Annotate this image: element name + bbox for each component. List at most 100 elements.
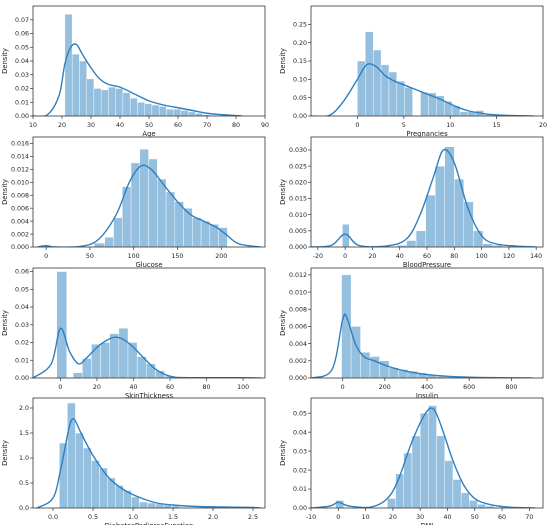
chart-3: 0 50 100 150 200 0.000 0.002 0.004 0.006 0.008 0.0…	[1, 136, 266, 269]
chart-8-ytick-label-6: 0.05	[293, 410, 307, 417]
chart-5-ytick-label-3: 0.02	[15, 340, 29, 347]
chart-1-xtick-label-1: 10	[29, 122, 37, 129]
chart-3-ytick-label-7: 0.012	[11, 167, 29, 174]
chart-3-ylabel: Density	[1, 179, 9, 205]
chart-4-xtick-label-8: 120	[503, 253, 515, 260]
chart-8-ytick-label-4: 0.03	[293, 448, 307, 455]
chart-7-frame	[32, 397, 266, 509]
chart-8-bar-14	[485, 505, 495, 508]
chart-2-xtick-label-2: 5	[402, 122, 406, 129]
chart-7-bar-12	[147, 502, 156, 508]
chart-1-ytick-label-7: 0.06	[15, 31, 29, 38]
chart-8-frame	[310, 397, 544, 509]
chart-8-ytick-label-1: 0.00	[293, 505, 307, 512]
chart-1-xtick-label-3: 30	[87, 122, 95, 129]
chart-4-bar-4	[406, 240, 417, 247]
chart-4-bar-5	[415, 230, 426, 247]
chart-1-marks	[33, 14, 242, 116]
chart-4-bar-11	[473, 230, 484, 247]
chart-6-ytick-label-5: 0.008	[289, 306, 307, 313]
chart-2-bar-7	[404, 87, 413, 116]
chart-3-xtick-label-3: 100	[128, 253, 140, 260]
chart-8-xtick-label-3: 10	[362, 514, 370, 521]
chart-2-marks	[311, 31, 534, 116]
chart-4-ylabel: Density	[279, 179, 287, 205]
chart-4-bar-13	[492, 245, 503, 247]
chart-3-frame	[32, 136, 266, 248]
chart-5-xlabel: SkinThickness	[125, 392, 173, 400]
chart-4-bar-6	[425, 195, 436, 247]
chart-3-ytick-label-6: 0.010	[11, 179, 29, 186]
chart-8-bar-7	[428, 405, 437, 508]
chart-1-bar-4	[86, 78, 95, 116]
chart-3-bar-10	[165, 191, 176, 247]
chart-8-xtick-label-9: 70	[525, 514, 533, 521]
chart-2-ytick-label-5: 0.20	[293, 40, 307, 47]
chart-6-marks	[311, 274, 533, 378]
chart-7-xtick-label-6: 2.5	[248, 514, 258, 521]
chart-5-bar-8	[127, 342, 138, 378]
chart-8-bar-6	[419, 412, 429, 508]
chart-3-ytick-label-9: 0.016	[11, 141, 29, 148]
chart-7-bar-3	[75, 432, 84, 508]
chart-7-bar-4	[83, 447, 92, 508]
chart-5-xtick-label-1: 0	[58, 384, 62, 391]
chart-5-xtick-label-5: 80	[203, 384, 211, 391]
chart-7-ylabel: Density	[1, 440, 9, 466]
chart-6-xtick-label-4: 600	[463, 384, 475, 391]
chart-7: 0.0 0.5 1.0 1.5 2.0 2.5 0.0 0.5 1.0 1.5 2.0 Diabete…	[1, 397, 266, 525]
chart-2-xtick-label-1: 0	[355, 122, 359, 129]
chart-1-ytick-label-8: 0.07	[15, 17, 29, 24]
chart-2-bar-3	[372, 49, 382, 116]
chart-3-kde-line	[37, 164, 261, 247]
chart-4-xtick-label-2: 0	[343, 253, 347, 260]
chart-2-bar-14	[459, 111, 469, 116]
chart-6-ytick-label-4: 0.006	[289, 324, 307, 331]
chart-7-xtick-label-5: 2.0	[208, 514, 218, 521]
chart-1-xtick-label-8: 80	[232, 122, 240, 129]
chart-3-bar-4	[113, 217, 123, 247]
chart-4-ytick-label-6: 0.025	[289, 163, 307, 170]
chart-5-bar-6	[109, 333, 120, 378]
chart-1-xtick-label-5: 50	[145, 122, 153, 129]
chart-1-ytick-label-2: 0.01	[15, 99, 29, 106]
chart-4-xlabel: BloodPressure	[403, 261, 451, 269]
chart-1-ytick-label-5: 0.04	[15, 58, 29, 65]
chart-7-bar-10	[131, 496, 140, 508]
chart-3-ytick-label-4: 0.006	[11, 205, 29, 212]
chart-7-ytick-label-3: 1.0	[19, 455, 29, 462]
chart-1-bar-18	[187, 111, 196, 116]
chart-6-ytick-label-6: 0.010	[289, 289, 307, 296]
chart-2: 0 5 10 15 20 0.00 0.05 0.10 0.15 0.20 0.25 Pregnanc…	[279, 5, 547, 138]
chart-2-xlabel: Pregnancies	[406, 130, 448, 138]
chart-2-ytick-label-3: 0.10	[293, 77, 307, 84]
chart-8-bar-10	[452, 479, 462, 508]
chart-4-ytick-label-4: 0.015	[289, 196, 307, 203]
chart-8-ytick-label-3: 0.02	[293, 467, 307, 474]
chart-7-xlabel: DiabetesPedigreeFunction	[105, 522, 194, 525]
chart-1-bar-8	[115, 88, 124, 116]
chart-5-frame	[32, 267, 266, 379]
chart-8-bar-11	[460, 492, 470, 508]
chart-5-ytick-label-5: 0.04	[15, 304, 29, 311]
chart-2-xtick-label-4: 15	[493, 122, 501, 129]
chart-3-marks	[37, 149, 261, 247]
chart-5-ylabel: Density	[1, 310, 9, 336]
chart-8-xlabel: BMI	[421, 522, 434, 525]
chart-6-bar-3	[360, 352, 371, 378]
chart-6: 0 200 400 600 800 0.000 0.002 0.004 0.006 0.008 0.…	[279, 267, 544, 400]
chart-5-xtick-label-4: 60	[166, 384, 174, 391]
chart-3-bar-12	[183, 207, 193, 247]
chart-6-xtick-label-5: 800	[505, 384, 517, 391]
chart-8-bar-5	[411, 435, 421, 508]
chart-4-bar-7	[434, 165, 445, 247]
chart-6-ytick-label-2: 0.002	[289, 358, 307, 365]
chart-8-ylabel: Density	[279, 440, 287, 466]
chart-4: -20 0 20 40 60 80 100 120 140 0.000 0.005 0.010 0.01…	[279, 136, 544, 269]
chart-8-kde-line	[311, 407, 535, 508]
chart-6-xlabel: Insulin	[416, 392, 438, 400]
chart-6-xtick-label-2: 200	[379, 384, 391, 391]
chart-7-marks	[36, 402, 262, 508]
chart-7-bar-5	[91, 460, 100, 508]
